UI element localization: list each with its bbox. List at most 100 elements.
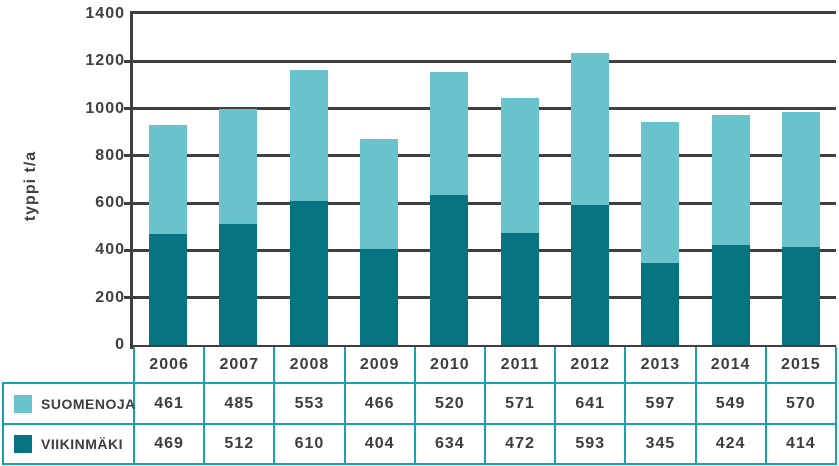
y-tick-label: 400 <box>95 241 125 259</box>
value-cell: 469 <box>132 423 206 465</box>
year-cell: 2009 <box>343 347 416 384</box>
value-cell: 570 <box>764 382 838 425</box>
value-cell: 472 <box>483 423 557 465</box>
gridline <box>124 107 836 110</box>
legend-label: VIIKINMÄKI <box>41 436 123 452</box>
y-tick-label: 600 <box>95 194 125 212</box>
bar-segment-viikinmäki-2015 <box>781 247 820 345</box>
bar-stack <box>430 72 469 345</box>
year-header-row: 2006 2007 2008 2009 2010 2011 2012 2013 2014 2015 <box>3 347 838 384</box>
legend-entry: VIIKINMÄKI <box>4 435 133 453</box>
bar-column-2013 <box>625 14 695 345</box>
year-cell: 2013 <box>624 347 697 384</box>
bar-segment-suomenoja-2008 <box>289 70 328 201</box>
bar-stack <box>641 122 680 345</box>
bar-segment-suomenoja-2013 <box>641 122 680 263</box>
gridline <box>124 296 836 299</box>
y-tick-label: 800 <box>95 146 125 164</box>
legend-swatch-icon <box>14 435 32 453</box>
bar-segment-viikinmäki-2012 <box>570 205 609 345</box>
bar-columns <box>133 14 836 345</box>
bar-segment-viikinmäki-2008 <box>289 201 328 345</box>
bar-column-2014 <box>695 14 765 345</box>
value-cell: 345 <box>624 423 697 465</box>
bar-segment-viikinmäki-2011 <box>500 233 539 345</box>
bar-segment-viikinmäki-2009 <box>360 249 399 345</box>
year-cell: 2014 <box>694 347 767 384</box>
gridline <box>124 154 836 157</box>
value-cell: 404 <box>343 423 416 465</box>
plot-area <box>124 11 836 349</box>
bar-column-2011 <box>484 14 554 345</box>
bar-stack <box>149 125 188 345</box>
series-row-suomenoja: SUOMENOJA 461 485 553 466 520 571 641 597 549 570 <box>2 382 838 425</box>
bar-stack <box>219 109 258 345</box>
value-cell: 512 <box>203 423 276 465</box>
legend-cell: VIIKINMÄKI <box>2 423 135 465</box>
bar-stack <box>781 112 820 345</box>
legend-cell: SUOMENOJA <box>2 382 136 425</box>
bar-segment-suomenoja-2012 <box>570 53 609 205</box>
data-table: 2006 2007 2008 2009 2010 2011 2012 2013 2014 2015… <box>2 347 838 465</box>
bar-stack <box>360 139 399 345</box>
bar-column-2006 <box>133 14 203 345</box>
value-cell: 571 <box>483 382 557 425</box>
bar-column-2008 <box>274 14 344 345</box>
value-cell: 485 <box>203 382 276 425</box>
bar-segment-viikinmäki-2013 <box>641 263 680 345</box>
value-cell: 466 <box>343 382 416 425</box>
value-cell: 641 <box>554 382 627 425</box>
year-cell: 2012 <box>554 347 627 384</box>
year-cell: 2006 <box>132 347 206 384</box>
bar-column-2007 <box>203 14 273 345</box>
value-cell: 424 <box>694 423 767 465</box>
bar-segment-viikinmäki-2014 <box>711 245 750 345</box>
bar-stack <box>570 53 609 345</box>
bar-segment-viikinmäki-2006 <box>149 234 188 345</box>
year-cell: 2007 <box>203 347 276 384</box>
y-tick-label: 200 <box>95 288 125 306</box>
bar-segment-suomenoja-2011 <box>500 98 539 233</box>
bar-segment-suomenoja-2007 <box>219 109 258 224</box>
y-tick-label: 1000 <box>85 99 125 117</box>
table-spacer-cell <box>3 347 134 383</box>
value-cell: 549 <box>694 382 767 425</box>
bar-column-2009 <box>344 14 414 345</box>
bar-segment-viikinmäki-2007 <box>219 224 258 345</box>
gridline <box>124 249 836 252</box>
bar-segment-suomenoja-2014 <box>711 115 750 245</box>
gridline <box>124 60 836 63</box>
value-cell: 597 <box>624 382 697 425</box>
gridline <box>124 202 836 205</box>
series-row-viikinmäki: VIIKINMÄKI 469 512 610 404 634 472 593 345 424 414 <box>2 423 838 465</box>
year-cell: 2010 <box>413 347 486 384</box>
bar-stack <box>711 115 750 345</box>
value-cell: 634 <box>413 423 486 465</box>
bar-segment-suomenoja-2009 <box>360 139 399 249</box>
value-cell: 461 <box>132 382 206 425</box>
bar-column-2015 <box>766 14 836 345</box>
bar-column-2010 <box>414 14 484 345</box>
value-cell: 593 <box>554 423 627 465</box>
value-cell: 553 <box>273 382 346 425</box>
legend-entry: SUOMENOJA <box>4 394 136 413</box>
bar-column-2012 <box>555 14 625 345</box>
bar-segment-suomenoja-2015 <box>781 112 820 247</box>
bar-segment-viikinmäki-2010 <box>430 195 469 345</box>
year-cell: 2008 <box>273 347 346 384</box>
legend-swatch-icon <box>14 394 32 413</box>
bar-segment-suomenoja-2010 <box>430 72 469 195</box>
bar-segment-suomenoja-2006 <box>149 125 188 234</box>
value-cell: 520 <box>413 382 486 425</box>
value-cell: 610 <box>273 423 346 465</box>
y-axis-tick-labels: 0 200 400 600 800 1000 1200 1400 <box>0 0 125 466</box>
year-cell: 2015 <box>764 347 838 384</box>
y-tick-label: 1200 <box>85 52 125 70</box>
bar-stack <box>500 98 539 345</box>
legend-label: SUOMENOJA <box>41 395 136 412</box>
bar-stack <box>289 70 328 345</box>
y-tick-label: 1400 <box>85 5 125 22</box>
value-cell: 414 <box>764 423 838 465</box>
y-tick-label: 0 <box>115 336 125 353</box>
